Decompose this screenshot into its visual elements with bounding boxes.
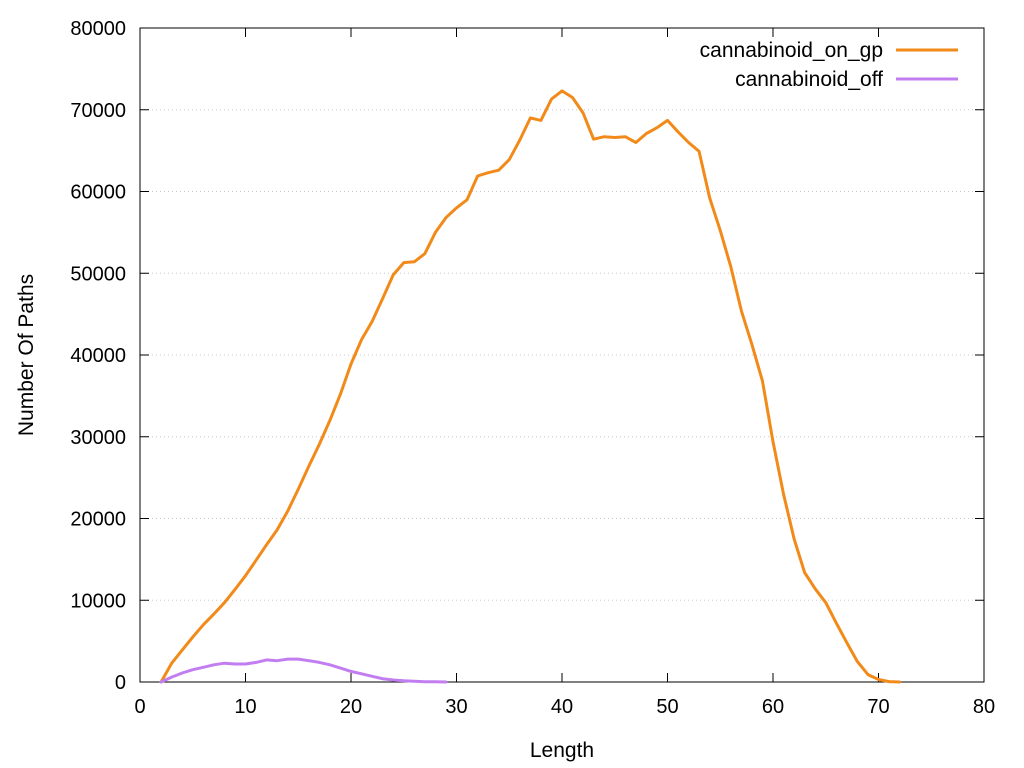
y-tick-label: 70000 xyxy=(70,100,126,122)
y-tick-label: 50000 xyxy=(70,263,126,285)
y-tick-label: 0 xyxy=(115,672,126,694)
y-tick-label: 20000 xyxy=(70,509,126,531)
legend-label-cannabinoid_on_gp: cannabinoid_on_gp xyxy=(700,39,883,62)
legend-label-cannabinoid_off: cannabinoid_off xyxy=(735,68,883,91)
grid-lines xyxy=(140,109,984,601)
y-axis-label: Number Of Paths xyxy=(15,274,38,436)
x-axis-label: Length xyxy=(530,739,594,762)
axis-ticks: 0 10000 20000 30000 40000 50000 60000 70000 8000… xyxy=(70,18,995,718)
x-tick-label: 60 xyxy=(762,696,784,718)
x-tick-label: 0 xyxy=(134,696,145,718)
x-tick-label: 40 xyxy=(551,696,573,718)
series-lines xyxy=(159,89,902,684)
x-tick-label: 20 xyxy=(340,696,362,718)
legend: cannabinoid_on_gp cannabinoid_off xyxy=(700,39,958,91)
y-tick-label: 10000 xyxy=(70,590,126,612)
x-tick-label: 10 xyxy=(234,696,256,718)
y-tick-label: 30000 xyxy=(70,427,126,449)
y-tick-label: 40000 xyxy=(70,345,126,367)
y-tick-label: 60000 xyxy=(70,182,126,204)
plot-border xyxy=(139,27,985,683)
y-tick-label: 80000 xyxy=(70,18,126,40)
series-line-cannabinoid_off xyxy=(159,657,448,684)
x-tick-label: 80 xyxy=(973,696,995,718)
x-tick-label: 70 xyxy=(867,696,889,718)
series-line-cannabinoid_on_gp xyxy=(159,89,902,684)
x-tick-label: 30 xyxy=(445,696,467,718)
x-tick-label: 50 xyxy=(656,696,678,718)
